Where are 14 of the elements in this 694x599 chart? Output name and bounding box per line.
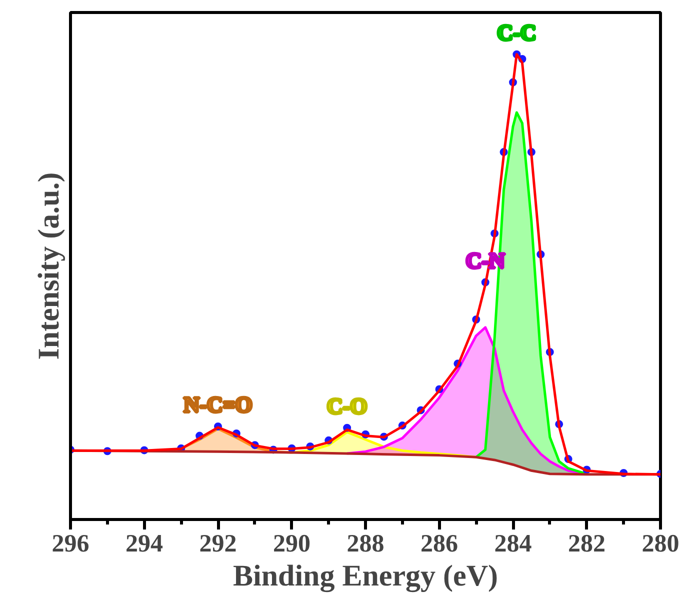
series-label: C-O — [326, 394, 368, 419]
x-tick-label: 280 — [642, 530, 680, 558]
x-tick-label: 296 — [52, 530, 90, 558]
series-label: N-C=O — [184, 392, 252, 418]
x-tick-label: 284 — [494, 530, 532, 558]
x-tick-label: 294 — [126, 530, 164, 558]
x-tick-label: 286 — [420, 530, 458, 558]
x-tick-label: 290 — [273, 530, 310, 558]
text: C-C — [497, 20, 536, 46]
x-axis-title: Binding Energy (eV) — [232, 560, 498, 592]
x-tick-label: 282 — [568, 530, 606, 558]
x-tick-label: 288 — [346, 530, 384, 558]
y-axis-title: Intensity (a.u.) — [32, 172, 66, 360]
x-tick-label: 292 — [199, 530, 237, 558]
